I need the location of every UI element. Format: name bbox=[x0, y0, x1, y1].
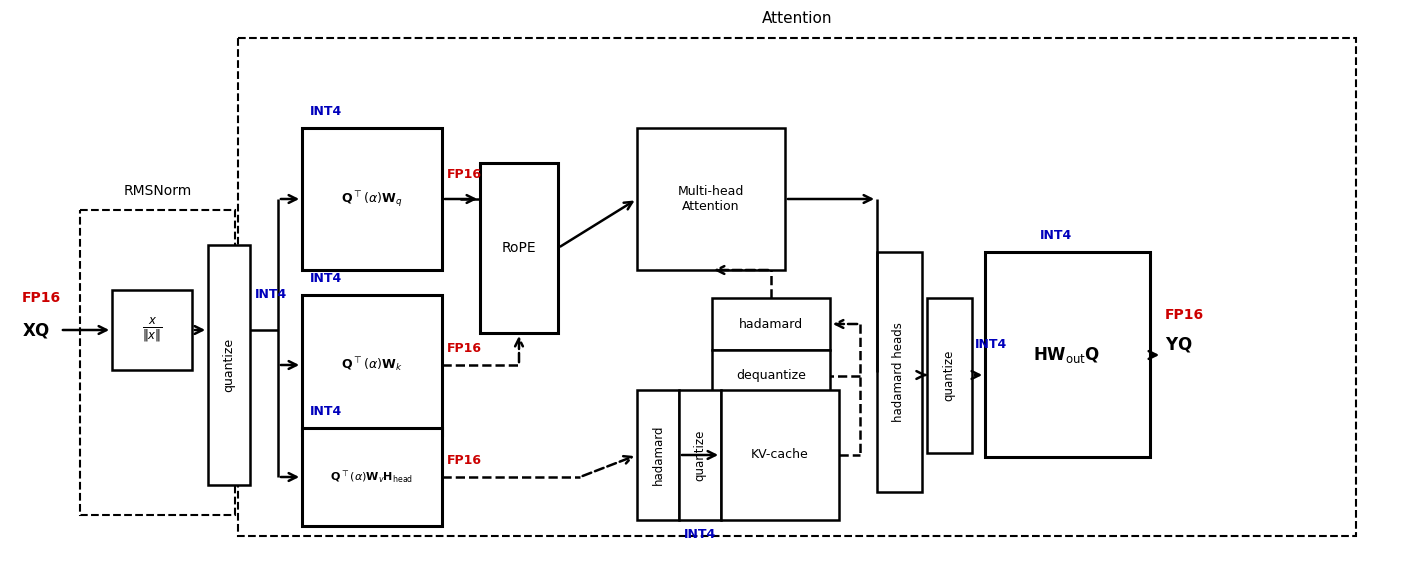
Text: RMSNorm: RMSNorm bbox=[124, 184, 191, 198]
Text: $\frac{x}{\|x\|}$: $\frac{x}{\|x\|}$ bbox=[142, 316, 162, 344]
Text: quantize: quantize bbox=[222, 338, 235, 392]
Text: FP16: FP16 bbox=[1164, 308, 1204, 322]
Text: $\mathbf{HW}_{\mathrm{out}}\mathbf{Q}$: $\mathbf{HW}_{\mathrm{out}}\mathbf{Q}$ bbox=[1033, 345, 1101, 365]
Text: hadamard: hadamard bbox=[739, 318, 803, 330]
Text: FP16: FP16 bbox=[446, 454, 482, 467]
Bar bbox=[712, 350, 829, 402]
Bar bbox=[113, 290, 191, 370]
Text: Multi-head
Attention: Multi-head Attention bbox=[677, 185, 745, 213]
Text: INT4: INT4 bbox=[310, 272, 342, 285]
Bar bbox=[480, 163, 558, 333]
Text: RoPE: RoPE bbox=[501, 241, 536, 255]
Text: INT4: INT4 bbox=[1041, 229, 1073, 242]
Bar bbox=[926, 298, 972, 453]
Text: quantize: quantize bbox=[694, 430, 707, 481]
Text: $\mathbf{Q}^\top(\alpha)\mathbf{W}_k$: $\mathbf{Q}^\top(\alpha)\mathbf{W}_k$ bbox=[341, 356, 403, 374]
Text: hadamard: hadamard bbox=[652, 425, 665, 485]
Text: $\mathbf{XQ}$: $\mathbf{XQ}$ bbox=[23, 320, 51, 339]
Text: KV-cache: KV-cache bbox=[750, 449, 808, 462]
Bar bbox=[986, 252, 1150, 457]
Bar bbox=[636, 128, 786, 270]
Text: FP16: FP16 bbox=[446, 342, 482, 355]
Text: INT4: INT4 bbox=[310, 405, 342, 418]
Bar bbox=[301, 428, 442, 526]
Text: dequantize: dequantize bbox=[736, 369, 805, 382]
Text: $\mathbf{Q}^\top(\alpha)\mathbf{W}_q$: $\mathbf{Q}^\top(\alpha)\mathbf{W}_q$ bbox=[341, 189, 403, 209]
Text: $\mathbf{Q}^\top(\alpha)\mathbf{W}_v\mathbf{H}_{\mathrm{head}}$: $\mathbf{Q}^\top(\alpha)\mathbf{W}_v\mat… bbox=[331, 469, 414, 485]
Text: hadamard heads: hadamard heads bbox=[893, 322, 905, 422]
Text: Attention: Attention bbox=[762, 11, 832, 26]
Text: INT4: INT4 bbox=[974, 338, 1007, 351]
Bar bbox=[721, 390, 839, 520]
Bar bbox=[877, 252, 922, 492]
Text: INT4: INT4 bbox=[255, 288, 287, 302]
Bar bbox=[301, 295, 442, 435]
Bar bbox=[636, 390, 679, 520]
Bar bbox=[712, 298, 829, 350]
Bar bbox=[301, 128, 442, 270]
Text: FP16: FP16 bbox=[23, 291, 61, 305]
Text: FP16: FP16 bbox=[446, 168, 482, 181]
Text: INT4: INT4 bbox=[684, 528, 717, 541]
Text: quantize: quantize bbox=[942, 349, 956, 401]
Bar bbox=[679, 390, 721, 520]
Bar bbox=[208, 245, 251, 485]
Text: INT4: INT4 bbox=[310, 105, 342, 118]
Text: $\mathbf{YQ}$: $\mathbf{YQ}$ bbox=[1164, 336, 1193, 355]
